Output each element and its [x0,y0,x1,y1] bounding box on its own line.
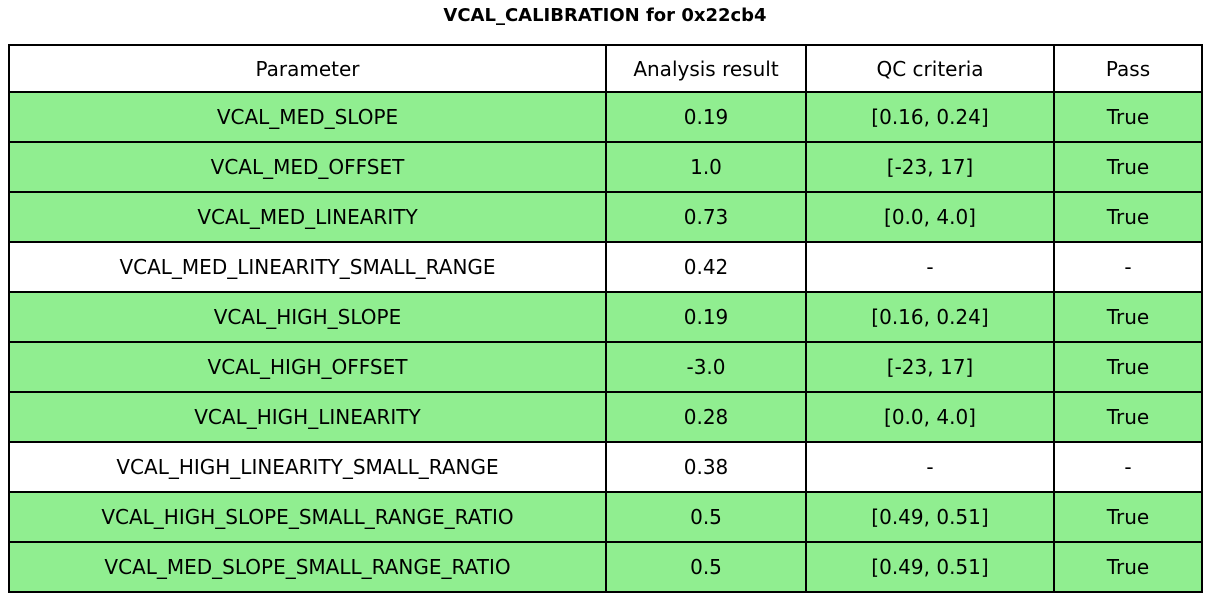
parameter-cell: VCAL_HIGH_SLOPE [8,291,607,343]
pass-cell: True [1053,291,1203,343]
parameter-cell: VCAL_HIGH_LINEARITY_SMALL_RANGE [8,441,607,493]
analysis-result-cell: 0.19 [605,91,807,143]
header-row: Parameter Analysis result QC criteria Pa… [8,44,1203,93]
pass-cell: True [1053,141,1203,193]
parameter-cell: VCAL_MED_SLOPE_SMALL_RANGE_RATIO [8,541,607,593]
pass-cell: True [1053,91,1203,143]
analysis-result-cell: 1.0 [605,141,807,193]
analysis-result-cell: 0.28 [605,391,807,443]
qc-criteria-cell: [-23, 17] [805,141,1055,193]
table-row: VCAL_HIGH_SLOPE 0.19 [0.16, 0.24] True [8,291,1203,343]
table-row: VCAL_MED_OFFSET 1.0 [-23, 17] True [8,141,1203,193]
col-header-qc-criteria: QC criteria [805,44,1055,93]
table-row: VCAL_MED_LINEARITY_SMALL_RANGE 0.42 - - [8,241,1203,293]
analysis-result-cell: 0.5 [605,541,807,593]
parameter-cell: VCAL_HIGH_OFFSET [8,341,607,393]
qc-criteria-cell: [-23, 17] [805,341,1055,393]
pass-cell: True [1053,391,1203,443]
pass-cell: True [1053,541,1203,593]
parameter-cell: VCAL_MED_SLOPE [8,91,607,143]
pass-cell: True [1053,191,1203,243]
analysis-result-cell: 0.38 [605,441,807,493]
parameter-cell: VCAL_MED_LINEARITY [8,191,607,243]
parameter-cell: VCAL_HIGH_LINEARITY [8,391,607,443]
pass-cell: True [1053,341,1203,393]
table-row: VCAL_HIGH_LINEARITY 0.28 [0.0, 4.0] True [8,391,1203,443]
pass-cell: - [1053,241,1203,293]
pass-cell: True [1053,491,1203,543]
parameter-cell: VCAL_MED_LINEARITY_SMALL_RANGE [8,241,607,293]
qc-criteria-cell: - [805,241,1055,293]
col-header-parameter: Parameter [8,44,607,93]
qc-criteria-cell: [0.49, 0.51] [805,541,1055,593]
col-header-pass: Pass [1053,44,1203,93]
table-row: VCAL_HIGH_LINEARITY_SMALL_RANGE 0.38 - - [8,441,1203,493]
qc-results-table: Parameter Analysis result QC criteria Pa… [8,44,1203,593]
parameter-cell: VCAL_HIGH_SLOPE_SMALL_RANGE_RATIO [8,491,607,543]
analysis-result-cell: 0.5 [605,491,807,543]
table-row: VCAL_MED_SLOPE_SMALL_RANGE_RATIO 0.5 [0.… [8,541,1203,593]
table-row: VCAL_MED_LINEARITY 0.73 [0.0, 4.0] True [8,191,1203,243]
table-row: VCAL_MED_SLOPE 0.19 [0.16, 0.24] True [8,91,1203,143]
analysis-result-cell: 0.73 [605,191,807,243]
qc-criteria-cell: [0.0, 4.0] [805,191,1055,243]
figure-title: VCAL_CALIBRATION for 0x22cb4 [443,5,767,26]
table-row: VCAL_HIGH_SLOPE_SMALL_RANGE_RATIO 0.5 [0… [8,491,1203,543]
table-row: VCAL_HIGH_OFFSET -3.0 [-23, 17] True [8,341,1203,393]
qc-criteria-cell: [0.0, 4.0] [805,391,1055,443]
qc-criteria-cell: [0.49, 0.51] [805,491,1055,543]
table-body: VCAL_MED_SLOPE 0.19 [0.16, 0.24] True VC… [8,91,1203,593]
analysis-result-cell: -3.0 [605,341,807,393]
analysis-result-cell: 0.42 [605,241,807,293]
col-header-analysis-result: Analysis result [605,44,807,93]
analysis-result-cell: 0.19 [605,291,807,343]
pass-cell: - [1053,441,1203,493]
qc-criteria-cell: - [805,441,1055,493]
qc-criteria-cell: [0.16, 0.24] [805,291,1055,343]
qc-criteria-cell: [0.16, 0.24] [805,91,1055,143]
parameter-cell: VCAL_MED_OFFSET [8,141,607,193]
